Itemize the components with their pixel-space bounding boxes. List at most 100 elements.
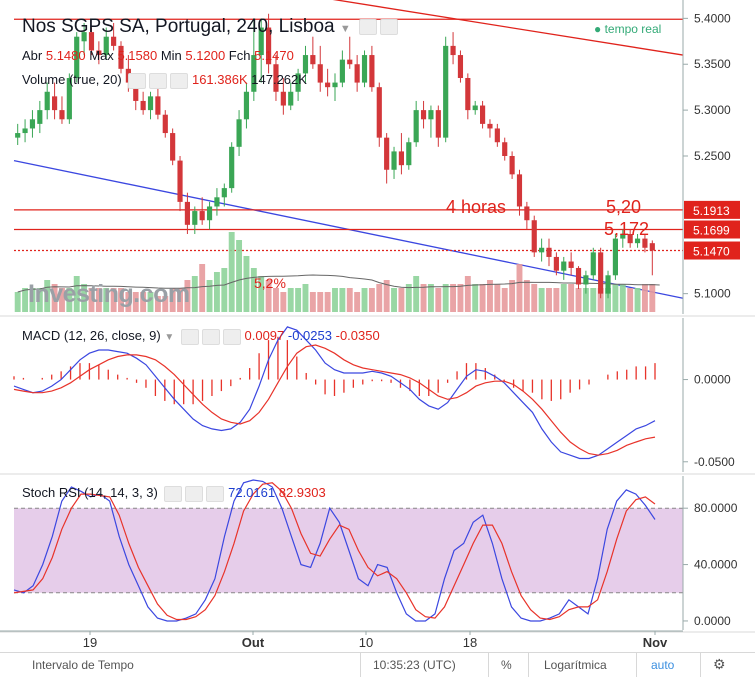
candle-body[interactable] xyxy=(184,201,190,225)
candle-body[interactable] xyxy=(243,91,250,120)
close-icon[interactable] xyxy=(222,328,241,345)
candle-body[interactable] xyxy=(206,206,213,221)
candle-body[interactable] xyxy=(428,110,434,120)
candle-body[interactable] xyxy=(66,78,72,120)
eye-icon[interactable] xyxy=(359,18,378,35)
candle-body[interactable] xyxy=(288,91,294,106)
stoch-d-line[interactable] xyxy=(13,482,656,621)
candle-body[interactable] xyxy=(29,119,36,129)
candle-body[interactable] xyxy=(81,32,87,42)
price-pane[interactable] xyxy=(13,0,684,312)
candle-body[interactable] xyxy=(605,275,611,294)
candle-body[interactable] xyxy=(133,82,139,101)
candle-body[interactable] xyxy=(199,211,205,221)
candle-body[interactable] xyxy=(214,197,220,207)
candle-body[interactable] xyxy=(546,247,552,257)
candle-body[interactable] xyxy=(472,105,478,111)
candle-body[interactable] xyxy=(524,206,530,221)
candle-body[interactable] xyxy=(634,238,641,244)
period-annotation[interactable]: 4 horas xyxy=(446,197,507,217)
candle-body[interactable] xyxy=(480,105,486,124)
candle-body[interactable] xyxy=(413,110,419,143)
candle-body[interactable] xyxy=(575,267,582,285)
candle-body[interactable] xyxy=(502,142,508,156)
candle-body[interactable] xyxy=(103,36,109,56)
interval-button[interactable]: Intervalo de Tempo xyxy=(32,658,134,672)
candle-body[interactable] xyxy=(435,110,441,138)
candle-body[interactable] xyxy=(406,142,412,166)
candle-body[interactable] xyxy=(155,96,161,115)
auto-toggle[interactable]: auto xyxy=(651,658,675,672)
candle-body[interactable] xyxy=(347,59,353,65)
candle-body[interactable] xyxy=(598,252,604,294)
candle-body[interactable] xyxy=(118,45,124,69)
stoch-k-line[interactable] xyxy=(13,479,656,622)
settings-icon[interactable] xyxy=(201,328,220,345)
candle-body[interactable] xyxy=(310,55,316,65)
close-icon[interactable] xyxy=(170,72,189,89)
candle-body[interactable] xyxy=(612,238,618,276)
eye-icon[interactable] xyxy=(180,328,199,345)
candle-body[interactable] xyxy=(516,174,523,207)
candle-body[interactable] xyxy=(376,87,382,138)
candle-body[interactable] xyxy=(420,110,427,120)
candle-body[interactable] xyxy=(280,91,286,106)
gear-icon[interactable]: ⚙ xyxy=(713,656,726,672)
candle-body[interactable] xyxy=(339,59,345,83)
settings-icon[interactable] xyxy=(380,18,399,35)
candle-body[interactable] xyxy=(111,36,117,46)
candle-body[interactable] xyxy=(295,73,301,92)
candle-body[interactable] xyxy=(649,243,655,251)
candle-body[interactable] xyxy=(251,55,257,92)
percent-toggle[interactable]: % xyxy=(501,658,512,672)
candle-body[interactable] xyxy=(553,256,559,271)
candle-body[interactable] xyxy=(236,119,242,147)
candle-body[interactable] xyxy=(465,78,471,111)
macd-signal-line[interactable] xyxy=(13,344,656,456)
candle-body[interactable] xyxy=(325,82,331,88)
candle-body[interactable] xyxy=(332,82,338,88)
candle-body[interactable] xyxy=(88,32,95,51)
candle-body[interactable] xyxy=(229,146,235,189)
macd-line[interactable] xyxy=(13,326,656,460)
candle-body[interactable] xyxy=(192,211,198,225)
candle-body[interactable] xyxy=(391,151,397,170)
candle-body[interactable] xyxy=(221,188,227,198)
candle-body[interactable] xyxy=(561,261,567,271)
eye-icon[interactable] xyxy=(164,485,183,502)
candle-body[interactable] xyxy=(494,128,500,143)
candle-body[interactable] xyxy=(170,133,176,161)
candle-body[interactable] xyxy=(487,123,493,129)
candle-body[interactable] xyxy=(443,45,449,138)
candle-body[interactable] xyxy=(147,96,154,111)
candle-body[interactable] xyxy=(96,50,102,56)
candle-body[interactable] xyxy=(539,247,545,253)
candle-body[interactable] xyxy=(642,238,648,248)
candle-body[interactable] xyxy=(354,64,360,83)
percent-annotation[interactable]: 5,2% xyxy=(254,275,286,291)
candle-body[interactable] xyxy=(531,220,537,253)
trendline[interactable] xyxy=(221,0,684,56)
candle-body[interactable] xyxy=(457,55,464,78)
candle-body[interactable] xyxy=(59,110,65,120)
close-icon[interactable] xyxy=(206,485,225,502)
candle-body[interactable] xyxy=(369,55,375,88)
candle-body[interactable] xyxy=(22,128,28,134)
candle-body[interactable] xyxy=(317,64,323,83)
dropdown-chevron-icon[interactable]: ▼ xyxy=(339,23,351,35)
candle-body[interactable] xyxy=(384,137,390,170)
candle-body[interactable] xyxy=(450,45,456,56)
stoch-rsi-pane[interactable] xyxy=(13,479,683,622)
candle-body[interactable] xyxy=(15,133,21,138)
candle-body[interactable] xyxy=(583,275,589,285)
candle-body[interactable] xyxy=(398,151,404,166)
log-toggle[interactable]: Logarítmica xyxy=(544,658,607,672)
candle-body[interactable] xyxy=(266,27,272,65)
candle-body[interactable] xyxy=(509,156,515,175)
settings-icon[interactable] xyxy=(149,72,168,89)
candle-body[interactable] xyxy=(258,27,264,56)
level-annotation-1[interactable]: 5,20 xyxy=(606,197,642,217)
candle-body[interactable] xyxy=(52,96,58,111)
candle-body[interactable] xyxy=(162,114,168,134)
